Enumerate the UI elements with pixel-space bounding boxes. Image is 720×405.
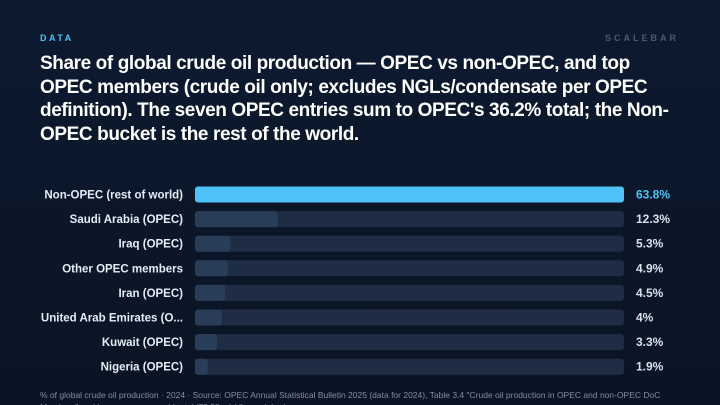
bar-track (195, 260, 624, 277)
chart-title: Share of global crude oil production — O… (40, 53, 669, 145)
bar-track (195, 284, 624, 301)
bar (195, 211, 278, 228)
bar-track (195, 211, 624, 228)
value-label: 1.9% (636, 360, 664, 374)
category-label: United Arab Emirates (O... (41, 313, 183, 325)
bar (195, 334, 218, 351)
bar-track (195, 358, 624, 375)
bar (195, 284, 226, 301)
value-label: 63.8% (636, 188, 670, 202)
source-footnote: % of global crude oil production · 2024 … (40, 390, 661, 405)
bar (195, 358, 208, 375)
bar-track (195, 309, 624, 326)
value-label: 12.3% (636, 212, 670, 226)
category-label: Saudi Arabia (OPEC) (70, 214, 183, 226)
value-label: 4% (636, 311, 654, 325)
category-label: Iran (OPEC) (118, 288, 183, 300)
value-label: 4.5% (636, 286, 664, 300)
bar (195, 186, 624, 203)
category-label: Non-OPEC (rest of world) (44, 190, 183, 202)
category-label: Iraq (OPEC) (118, 239, 183, 251)
category-label: Other OPEC members (62, 263, 183, 275)
category-label: Nigeria (OPEC) (101, 362, 184, 374)
category-label: Kuwait (OPEC) (102, 337, 183, 349)
value-label: 5.3% (636, 237, 664, 251)
bar (195, 235, 231, 252)
bar (195, 309, 222, 326)
value-label: 4.9% (636, 261, 664, 275)
brand-logo: SCALEBAR (604, 33, 679, 43)
value-label: 3.3% (636, 335, 664, 349)
bar (195, 260, 228, 277)
bar-track (195, 235, 624, 252)
kicker-label: DATA (40, 33, 74, 43)
bar-track (195, 334, 624, 351)
